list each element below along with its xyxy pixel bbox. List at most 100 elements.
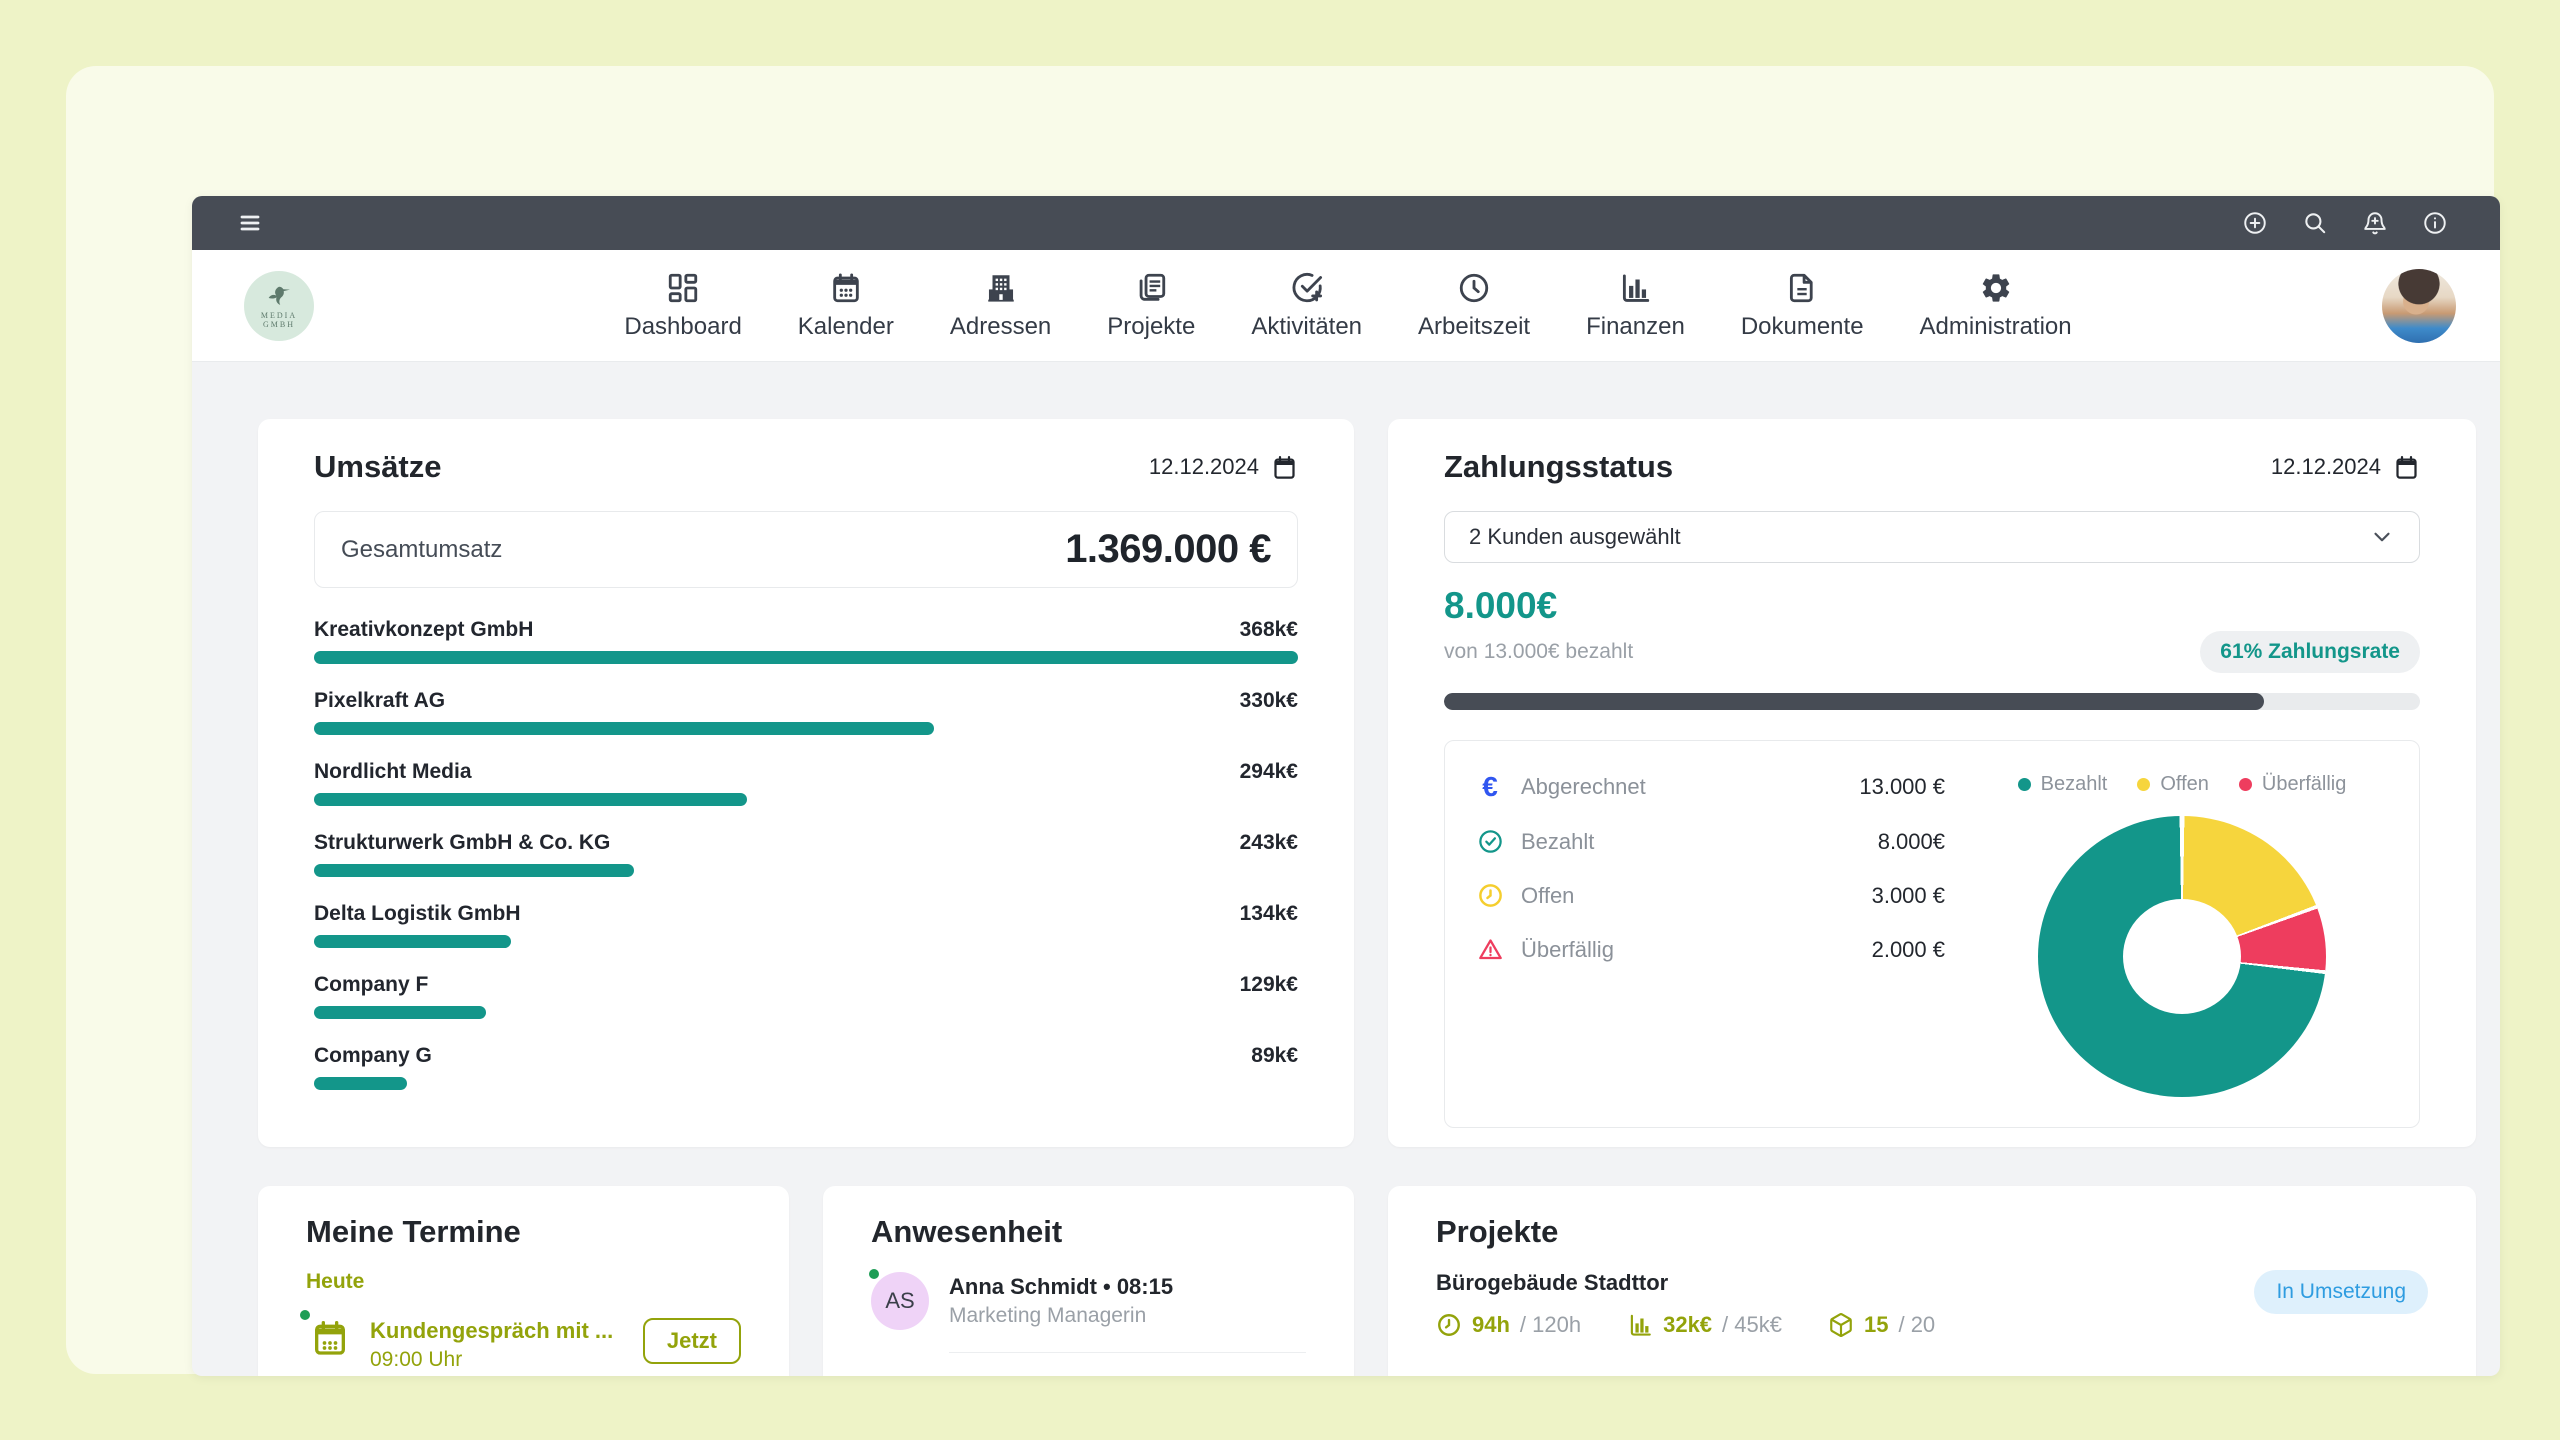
stat-value: 8.000€ [1877,828,1945,854]
company-row: Nordlicht Media 294k€ [314,760,1298,806]
package-icon [1830,1313,1852,1337]
zahlungsstatus-date-picker[interactable]: 12.12.2024 [2271,454,2420,481]
stat-value: 15 [1863,1312,1889,1337]
info-icon[interactable] [2422,210,2448,236]
total-revenue-value: 1.369.000 € [1065,527,1271,571]
payment-rate-badge: 61% Zahlungsrate [2200,631,2420,673]
stat-row-bezahlt: Bezahlt 8.000€ [1475,828,1945,855]
company-value: 294k€ [1239,760,1298,783]
calendar-icon [315,1321,345,1355]
add-icon[interactable] [2242,210,2268,236]
termin-time: 09:00 Uhr [370,1348,463,1371]
nav-item-kalender[interactable]: Kalender [798,271,894,341]
projekte-title: Projekte [1436,1214,1559,1249]
company-name: Kreativkonzept GmbH [314,618,534,641]
stat-max: / 45k€ [1722,1312,1782,1337]
nav-label: Kalender [797,312,894,340]
payment-detail-panel: € Abgerechnet 13.000 € Bezahlt 8.000€ [1444,740,2420,1128]
legend-label: Bezahlt [2040,773,2108,795]
payment-progress-fill [1444,693,2264,710]
stat-label: Abgerechnet [1521,774,1646,799]
company-row: Pixelkraft AG 330k€ [314,689,1298,735]
menu-icon[interactable] [238,211,262,235]
company-name: Company G [314,1044,432,1067]
customer-select-value: 2 Kunden ausgewählt [1469,524,1681,549]
nav-label: Adressen [949,312,1052,340]
status-dot [300,1310,310,1320]
project-hours: 94h / 120h [1436,1312,1581,1338]
legend-item-ueberfaellig: Überfällig [2238,773,2347,796]
stat-value: 32k€ [1663,1312,1713,1337]
nav-item-finanzen[interactable]: Finanzen [1586,271,1685,341]
termine-section-label: Heute [306,1270,365,1293]
nav-item-administration[interactable]: Administration [1920,271,2072,341]
total-revenue-label: Gesamtumsatz [341,535,503,563]
main-navigation: Dashboard Kalender Adressen Projekte Akt… [314,271,2382,341]
stat-value: 94h [1472,1312,1510,1337]
bar-chart-icon [1623,274,1650,302]
nav-item-adressen[interactable]: Adressen [950,271,1051,341]
check-circle-plus-icon [1292,272,1322,302]
jetzt-button[interactable]: Jetzt [642,1318,741,1364]
nav-item-dokumente[interactable]: Dokumente [1741,271,1864,341]
zahlungsstatus-date: 12.12.2024 [2270,454,2381,479]
umsaetze-date-picker[interactable]: 12.12.2024 [1149,454,1298,481]
online-status-dot [869,1269,879,1279]
company-value: 129k€ [1239,973,1298,996]
nav-item-arbeitszeit[interactable]: Arbeitszeit [1418,271,1530,341]
company-bar [314,793,747,806]
search-icon[interactable] [2302,210,2328,236]
termin-texts: Kundengespräch mit ... 09:00 Uhr [370,1318,613,1372]
payment-progress [1444,693,2420,710]
nav-label: Administration [1919,312,2072,340]
company-name: Nordlicht Media [314,760,472,783]
projekte-card: Projekte Bürogebäude Stadttor 94h / 120h [1388,1186,2476,1376]
nav-label: Arbeitszeit [1418,312,1531,340]
company-name: Strukturwerk GmbH & Co. KG [314,831,611,854]
termin-item: Kundengespräch mit ... 09:00 Uhr Jetzt [300,1310,741,1372]
nav-item-projekte[interactable]: Projekte [1107,271,1195,341]
paid-amount: 8.000€ [1444,585,1558,626]
company-row: Kreativkonzept GmbH 368k€ [314,618,1298,664]
payment-donut-chart [2038,816,2326,1097]
customer-select[interactable]: 2 Kunden ausgewählt [1444,511,2420,563]
alert-triangle-icon [1475,936,1505,963]
clock-icon [1438,1314,1460,1336]
clock-icon [1459,273,1489,302]
stat-label: Offen [1521,882,1575,908]
documents-icon [1139,273,1166,301]
company-row: Company F 129k€ [314,973,1298,1019]
nav-item-aktivitaeten[interactable]: Aktivitäten [1251,271,1362,341]
stat-row-abgerechnet: € Abgerechnet 13.000 € [1475,773,1945,801]
logo-text: MEDIA GMBH [260,310,298,329]
project-stats: 94h / 120h 32k€ / 45k€ [1436,1312,1935,1338]
nav-label: Finanzen [1586,312,1685,340]
project-status-badge: In Umsetzung [2254,1270,2428,1314]
user-avatar[interactable] [2382,268,2456,343]
termine-title: Meine Termine [306,1214,521,1249]
company-logo[interactable]: MEDIA GMBH [244,270,314,341]
building-icon [987,274,1014,302]
person-role: Marketing Managerin [949,1304,1147,1327]
notifications-icon[interactable] [2362,210,2388,236]
chart-legend: Bezahlt Offen Überfällig [2017,773,2347,796]
company-name: Pixelkraft AG [314,689,446,712]
company-bar [314,651,1298,664]
euro-icon: € [1482,771,1498,802]
paid-subtext: von 13.000€ bezahlt [1444,640,1634,663]
company-value: 134k€ [1239,902,1298,925]
nav-label: Projekte [1107,312,1196,340]
legend-label: Überfällig [2261,773,2347,795]
company-row: Strukturwerk GmbH & Co. KG 243k€ [314,831,1298,877]
company-revenue-list: Kreativkonzept GmbH 368k€ Pixelkraft AG 33… [314,618,1298,1090]
nav-label: Dokumente [1740,312,1864,340]
company-name: Company F [314,973,429,996]
person-name: Anna Schmidt • 08:15 [949,1274,1174,1299]
company-bar [314,1077,408,1090]
calendar-icon [2396,455,2417,479]
nav-item-dashboard[interactable]: Dashboard [624,271,742,341]
anwesenheit-title: Anwesenheit [871,1214,1063,1249]
legend-dot [2017,778,2031,791]
document-icon [1790,273,1813,302]
company-bar [314,935,511,948]
